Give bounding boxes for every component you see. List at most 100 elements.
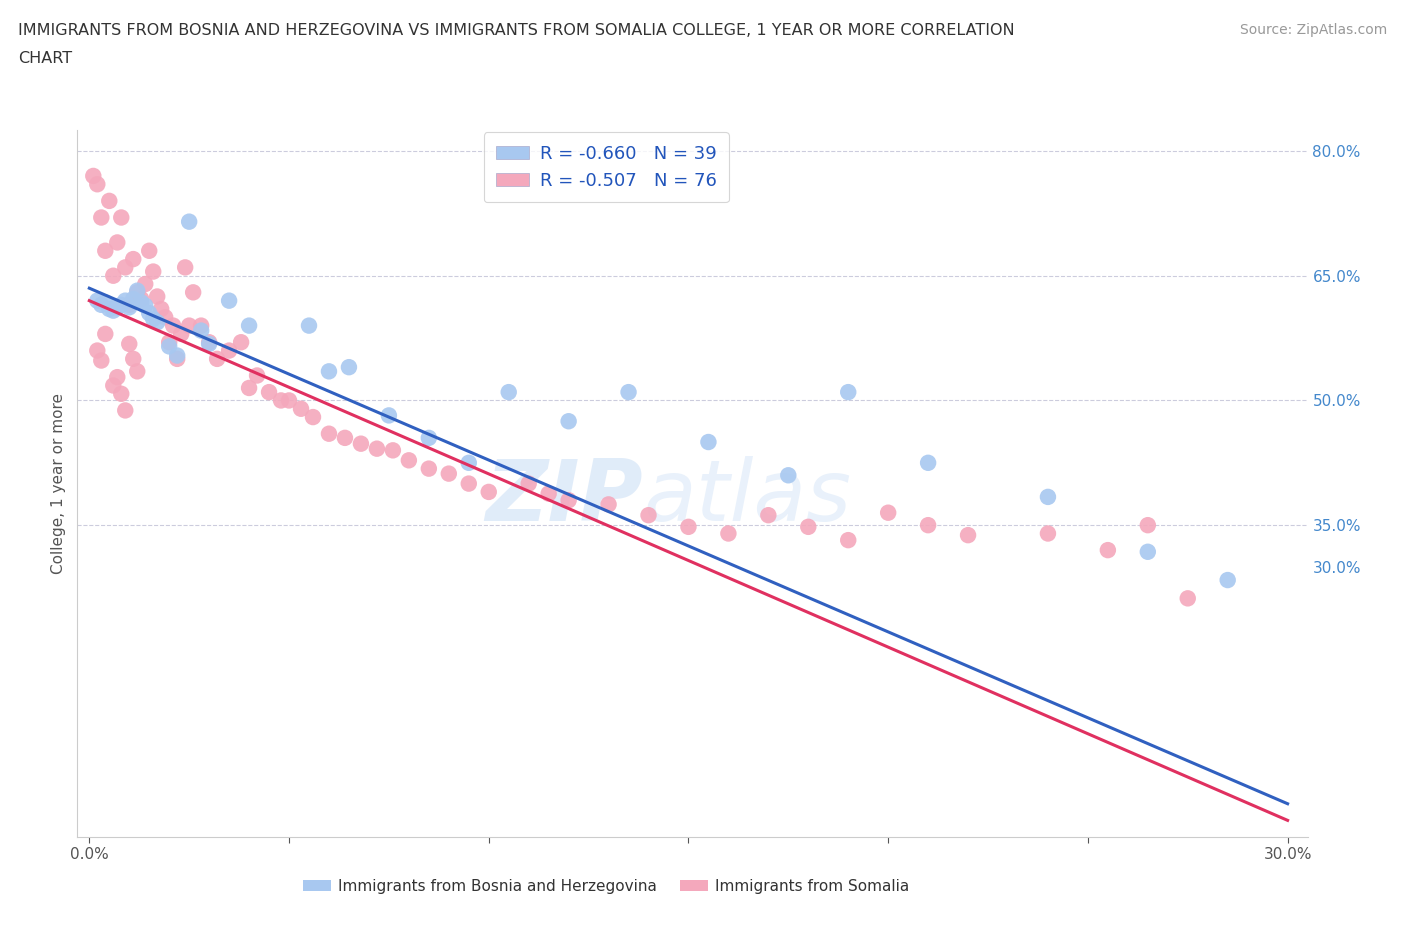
Point <box>598 497 620 512</box>
Point <box>238 318 260 333</box>
Point <box>82 168 104 183</box>
Point <box>1097 543 1119 558</box>
Point <box>86 293 108 308</box>
Point <box>94 244 117 259</box>
Point <box>1177 591 1199 605</box>
Point <box>617 385 640 400</box>
Point <box>378 408 401 423</box>
Point <box>917 456 939 471</box>
Point <box>118 298 141 312</box>
Point <box>110 298 132 312</box>
Point <box>797 519 820 534</box>
Point <box>717 526 740 541</box>
Point <box>142 312 165 326</box>
Point <box>134 276 156 291</box>
Point <box>298 318 321 333</box>
Text: ZIP: ZIP <box>485 457 644 539</box>
Point <box>122 352 145 366</box>
Point <box>837 385 859 400</box>
Point <box>557 493 579 508</box>
Point <box>86 343 108 358</box>
Text: IMMIGRANTS FROM BOSNIA AND HERZEGOVINA VS IMMIGRANTS FROM SOMALIA COLLEGE, 1 YEA: IMMIGRANTS FROM BOSNIA AND HERZEGOVINA V… <box>18 23 1015 38</box>
Point <box>333 431 356 445</box>
Point <box>337 360 360 375</box>
Legend: Immigrants from Bosnia and Herzegovina, Immigrants from Somalia: Immigrants from Bosnia and Herzegovina, … <box>297 873 915 900</box>
Point <box>114 260 136 275</box>
Point <box>157 339 180 353</box>
Point <box>127 284 149 299</box>
Point <box>457 456 479 471</box>
Point <box>257 385 280 400</box>
Point <box>302 409 325 424</box>
Point <box>134 299 156 313</box>
Point <box>181 285 204 299</box>
Point <box>1036 526 1059 541</box>
Point <box>90 353 112 368</box>
Point <box>127 285 149 299</box>
Text: Source: ZipAtlas.com: Source: ZipAtlas.com <box>1240 23 1388 37</box>
Point <box>129 292 152 307</box>
Point <box>1136 544 1159 559</box>
Point <box>90 298 112 312</box>
Point <box>127 364 149 379</box>
Point <box>122 252 145 267</box>
Point <box>118 337 141 352</box>
Point <box>114 403 136 418</box>
Point <box>218 343 240 358</box>
Point <box>517 476 540 491</box>
Point <box>350 436 373 451</box>
Point <box>122 292 145 307</box>
Point <box>179 214 201 229</box>
Point <box>94 326 117 341</box>
Point <box>366 441 388 456</box>
Point <box>90 210 112 225</box>
Point <box>557 414 579 429</box>
Point <box>437 466 460 481</box>
Point <box>86 177 108 192</box>
Point <box>155 310 177 325</box>
Text: CHART: CHART <box>18 51 72 66</box>
Point <box>146 315 169 330</box>
Point <box>478 485 501 499</box>
Point <box>179 318 201 333</box>
Point <box>229 335 252 350</box>
Point <box>418 431 440 445</box>
Point <box>105 299 128 314</box>
Point <box>110 210 132 225</box>
Point <box>94 295 117 310</box>
Point <box>166 352 188 366</box>
Point <box>290 402 312 417</box>
Point <box>205 352 228 366</box>
Point <box>118 299 141 314</box>
Point <box>142 264 165 279</box>
Y-axis label: College, 1 year or more: College, 1 year or more <box>51 393 66 574</box>
Point <box>218 293 240 308</box>
Point <box>318 426 340 441</box>
Point <box>174 260 197 275</box>
Point <box>1136 518 1159 533</box>
Point <box>103 378 125 392</box>
Point <box>114 293 136 308</box>
Point <box>138 244 160 259</box>
Point <box>105 370 128 385</box>
Point <box>877 505 900 520</box>
Point <box>105 235 128 250</box>
Point <box>110 386 132 401</box>
Point <box>778 468 800 483</box>
Point <box>1036 489 1059 504</box>
Point <box>138 306 160 321</box>
Point <box>957 527 980 542</box>
Point <box>418 461 440 476</box>
Point <box>198 335 221 350</box>
Point <box>190 318 212 333</box>
Point <box>318 364 340 379</box>
Point <box>98 301 121 316</box>
Point <box>398 453 420 468</box>
Point <box>103 303 125 318</box>
Point <box>238 380 260 395</box>
Point <box>166 348 188 363</box>
Point <box>381 443 404 458</box>
Point <box>678 519 700 534</box>
Point <box>170 326 193 341</box>
Point <box>98 193 121 208</box>
